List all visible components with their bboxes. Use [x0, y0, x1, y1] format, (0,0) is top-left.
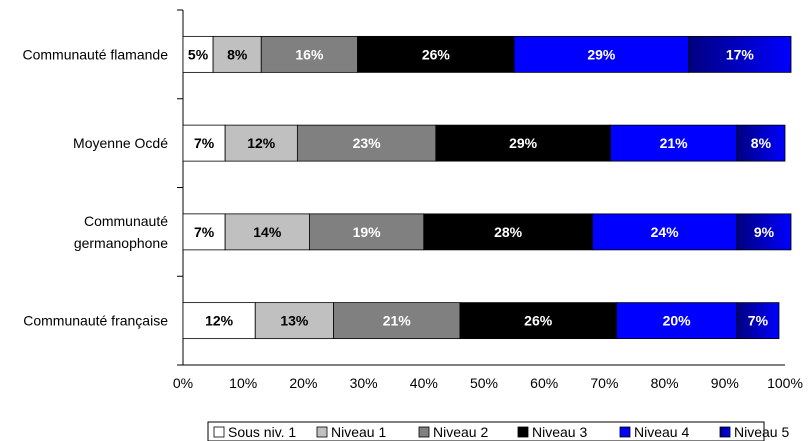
data-label: 5%: [188, 46, 209, 62]
legend-label: Sous niv. 1: [228, 424, 296, 440]
data-label: 9%: [754, 224, 775, 240]
legend-label: Niveau 1: [331, 424, 386, 440]
bars: 5% 8% 16% 26% 29% 17% 7% 12% 23% 29% 21% 8% 7% 14% 19%…: [182, 35, 792, 340]
legend-label: Niveau 4: [634, 424, 689, 440]
x-tick-label: 40%: [410, 375, 438, 391]
bar-segment: [610, 124, 738, 162]
data-label: 7%: [194, 135, 215, 151]
bar-segment: [182, 213, 226, 251]
data-label: 12%: [247, 135, 276, 151]
bar-segment: [591, 213, 738, 251]
x-tick-label: 60%: [530, 375, 558, 391]
legend-swatch: [316, 426, 328, 438]
data-label: 7%: [194, 224, 215, 240]
legend-swatch: [213, 426, 225, 438]
x-tick-labels: 0% 10% 20% 30% 40% 50% 60% 70% 80% 90% 100%: [173, 375, 803, 391]
data-label: 28%: [494, 224, 523, 240]
bar-segment: [260, 35, 358, 73]
x-tick-label: 100%: [767, 375, 803, 391]
x-tick-label: 80%: [651, 375, 679, 391]
bar-segment: [616, 302, 738, 340]
bar-segment: [182, 35, 214, 73]
category-label: Communauté française: [23, 313, 168, 329]
x-tick-label: 70%: [590, 375, 618, 391]
data-label: 26%: [422, 46, 451, 62]
legend-swatch: [619, 426, 631, 438]
bar-segment: [459, 302, 617, 340]
bar-segment: [736, 213, 792, 251]
bar-segment: [423, 213, 593, 251]
bar-segment: [296, 124, 437, 162]
bar-segment: [736, 124, 786, 162]
data-label: 17%: [726, 46, 755, 62]
data-label: 16%: [295, 46, 324, 62]
data-label: 14%: [253, 224, 282, 240]
x-tick-label: 20%: [289, 375, 317, 391]
data-label: 7%: [748, 313, 769, 329]
bar-segment: [736, 302, 780, 340]
bar-segment: [224, 213, 310, 251]
legend-label: Niveau 5: [734, 424, 789, 440]
bar-segment: [212, 35, 262, 73]
bar-segment: [309, 213, 425, 251]
data-label: 29%: [587, 46, 616, 62]
bar-segment: [688, 35, 792, 73]
x-tick-label: 50%: [470, 375, 498, 391]
data-label: 21%: [383, 313, 412, 329]
data-label: 26%: [524, 313, 553, 329]
bar-segment: [333, 302, 461, 340]
legend: Sous niv. 1 Niveau 1 Niveau 2 Niveau 3 Nivea…: [207, 421, 789, 441]
data-label: 24%: [651, 224, 680, 240]
legend-swatch: [418, 426, 430, 438]
legend-label: Niveau 2: [433, 424, 488, 440]
data-label: 12%: [205, 313, 234, 329]
category-labels: Communauté flamande Moyenne Ocdé Communaut…: [22, 46, 168, 328]
bar-segment: [182, 302, 256, 340]
bar-segment: [513, 35, 690, 73]
data-label: 29%: [509, 135, 538, 151]
data-label: 20%: [663, 313, 692, 329]
data-label: 19%: [353, 224, 382, 240]
legend-label: Niveau 3: [532, 424, 587, 440]
x-tick-label: 10%: [229, 375, 257, 391]
data-label: 8%: [751, 135, 772, 151]
x-tick-label: 30%: [350, 375, 378, 391]
legend-swatch: [517, 426, 529, 438]
legend-swatch: [719, 426, 731, 438]
x-tick-label: 90%: [711, 375, 739, 391]
category-label: Communauté: [84, 213, 168, 229]
bar-segment: [357, 35, 515, 73]
data-label: 21%: [660, 135, 689, 151]
category-label: Communauté flamande: [22, 46, 168, 62]
data-label: 23%: [353, 135, 382, 151]
category-label: Moyenne Ocdé: [73, 135, 168, 151]
data-label: 13%: [280, 313, 309, 329]
category-label: germanophone: [74, 235, 168, 251]
data-label: 8%: [227, 46, 248, 62]
bar-segment: [254, 302, 334, 340]
x-tick-label: 0%: [173, 375, 193, 391]
